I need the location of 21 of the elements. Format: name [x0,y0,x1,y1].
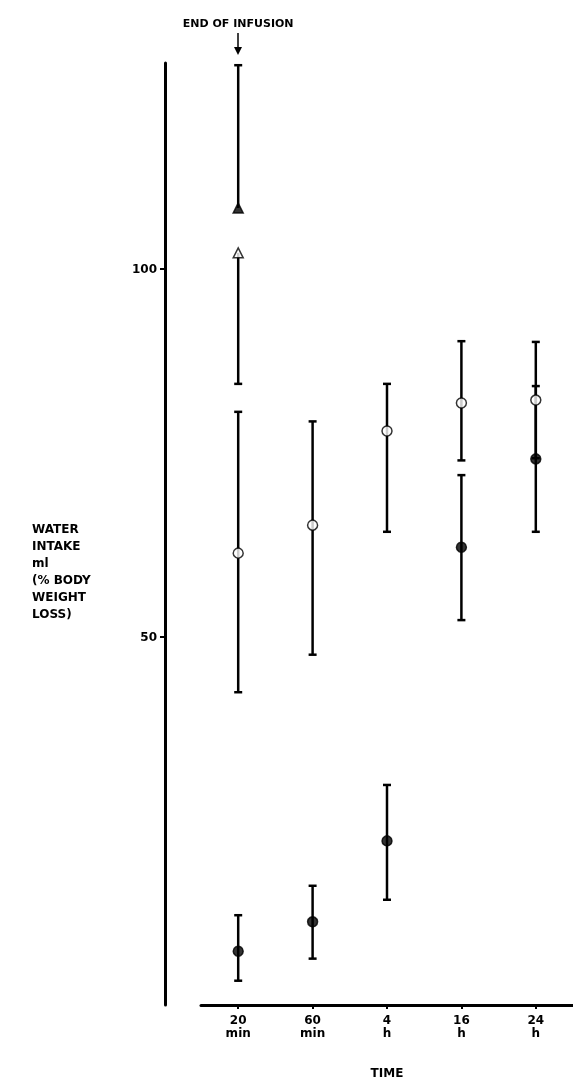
point [455,397,468,409]
y-axis-title: WATER INTAKE ml (% BODY WEIGHT LOSS) [32,521,92,621]
point [381,425,393,437]
x-tick-label: 20 min [225,1012,251,1040]
x-tick-label: 4 h [382,1012,392,1040]
point [306,519,319,531]
text: END OF INFUSION [182,17,294,30]
point [381,835,393,847]
x-tick-label: 16 h [453,1012,470,1040]
point [232,202,244,214]
y-tick-label: 50 [140,630,157,645]
x-axis-title: TIME [370,1066,404,1080]
point [530,394,542,406]
point [232,945,244,958]
point [232,547,244,559]
y-tick-label: 100 [131,262,157,277]
point [306,916,319,928]
point [232,247,244,259]
point [455,541,468,553]
x-tick-label: 24 h [527,1012,545,1040]
x-tick-label: 60 min [300,1012,326,1040]
